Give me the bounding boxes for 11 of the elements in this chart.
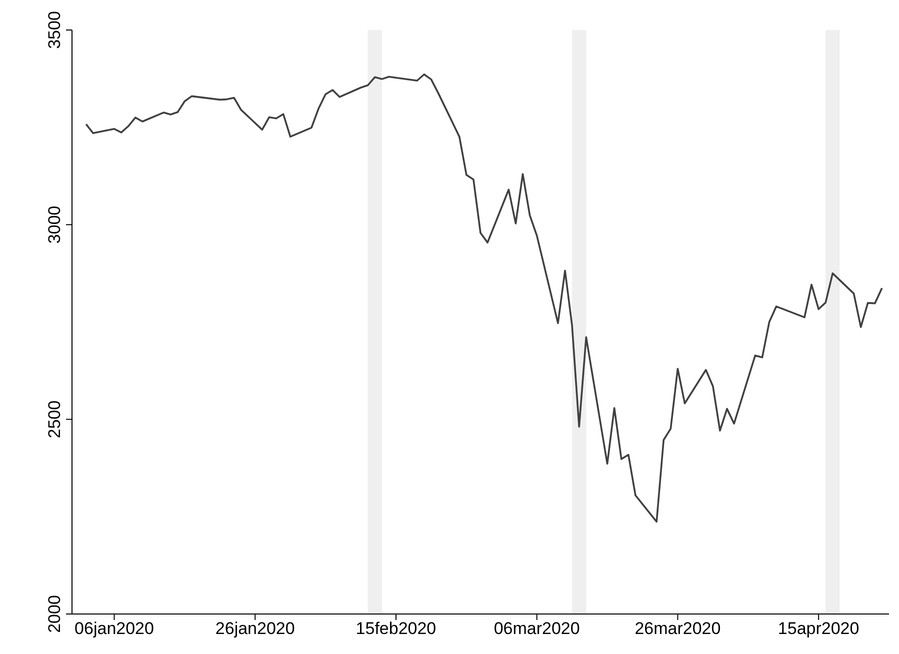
y-tick-label: 3500 [45,11,64,49]
y-tick-label: 3000 [45,206,64,244]
x-tick-label: 06mar2020 [494,619,580,638]
y-tick-label: 2000 [45,595,64,633]
y-tick-label: 2500 [45,400,64,438]
x-tick-label: 15feb2020 [356,619,436,638]
x-tick-label: 26jan2020 [215,619,295,638]
x-tick-label: 26mar2020 [634,619,721,638]
x-tick-label: 15apr2020 [778,619,860,638]
x-tick-label: 06jan2020 [74,619,154,638]
line-series [85,73,883,523]
